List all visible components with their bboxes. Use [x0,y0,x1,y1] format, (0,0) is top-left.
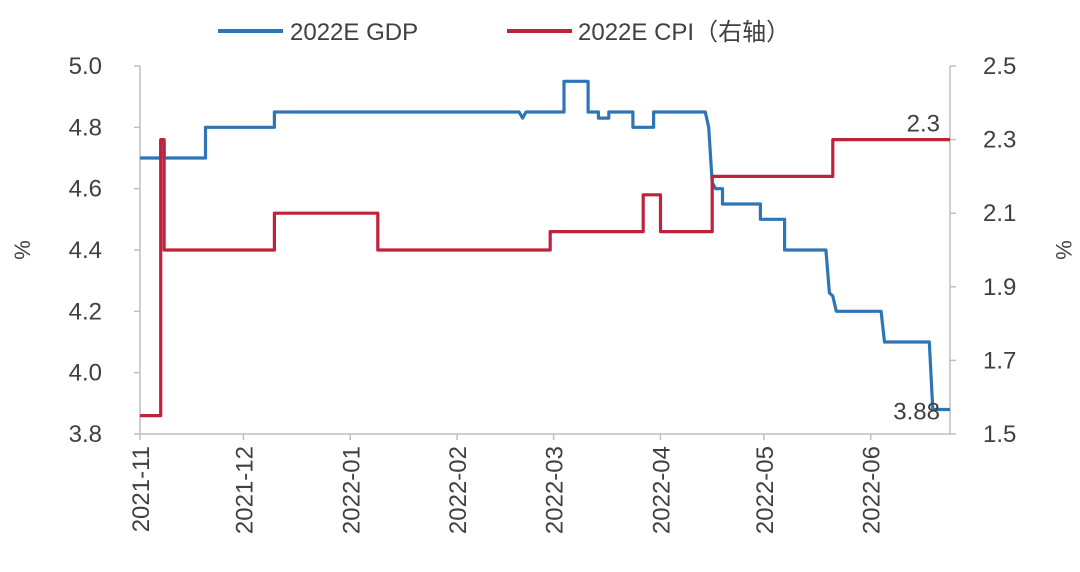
right-axis-tick-label: 1.9 [983,274,1016,301]
annotations: 2.3 3.88 [893,111,940,426]
cpi-series-line [140,138,950,418]
x-axis-tick-label: 2022-03 [542,446,569,534]
gdp-last-value-label: 3.88 [893,398,940,425]
left-axis-tick-label: 3.8 [69,421,102,448]
right-axis-tick-label: 1.5 [983,421,1016,448]
x-axis-tick-label: 2021-11 [128,446,155,532]
legend-gdp-label: 2022E GDP [290,19,418,46]
axes: 3.8 4.0 4.2 4.4 4.6 4.8 5.0 1.5 1.7 1.9 2.1 2.3 2.5 2… [69,53,1017,534]
x-axis-tick-label: 2022-01 [338,446,365,534]
right-axis-tick-label: 2.3 [983,127,1016,154]
legend-cpi-label: 2022E CPI（右轴） [578,19,790,46]
right-axis-label: % [1051,240,1076,260]
gdp-series-line [140,79,950,412]
cpi-last-value-label: 2.3 [907,111,940,138]
left-axis-tick-label: 4.0 [69,360,102,387]
right-axis-tick-label: 2.1 [983,200,1016,227]
series-layer [140,79,950,418]
x-axis-tick-label: 2021-12 [231,446,258,534]
left-axis-tick-label: 4.4 [69,237,102,264]
right-axis-tick-label: 2.5 [983,53,1016,80]
left-axis-tick-label: 4.8 [69,114,102,141]
x-axis-tick-label: 2022-05 [752,446,779,534]
left-axis-tick-label: 5.0 [69,53,102,80]
left-axis-label: % [10,240,35,260]
legend: 2022E GDP 2022E CPI（右轴） [218,19,790,46]
left-axis-tick-label: 4.6 [69,176,102,203]
x-axis-tick-label: 2022-04 [648,446,675,534]
right-axis-tick-label: 1.7 [983,347,1016,374]
x-axis-tick-label: 2022-06 [859,446,886,534]
x-axis-tick-label: 2022-02 [445,446,472,534]
left-axis-tick-label: 4.2 [69,298,102,325]
